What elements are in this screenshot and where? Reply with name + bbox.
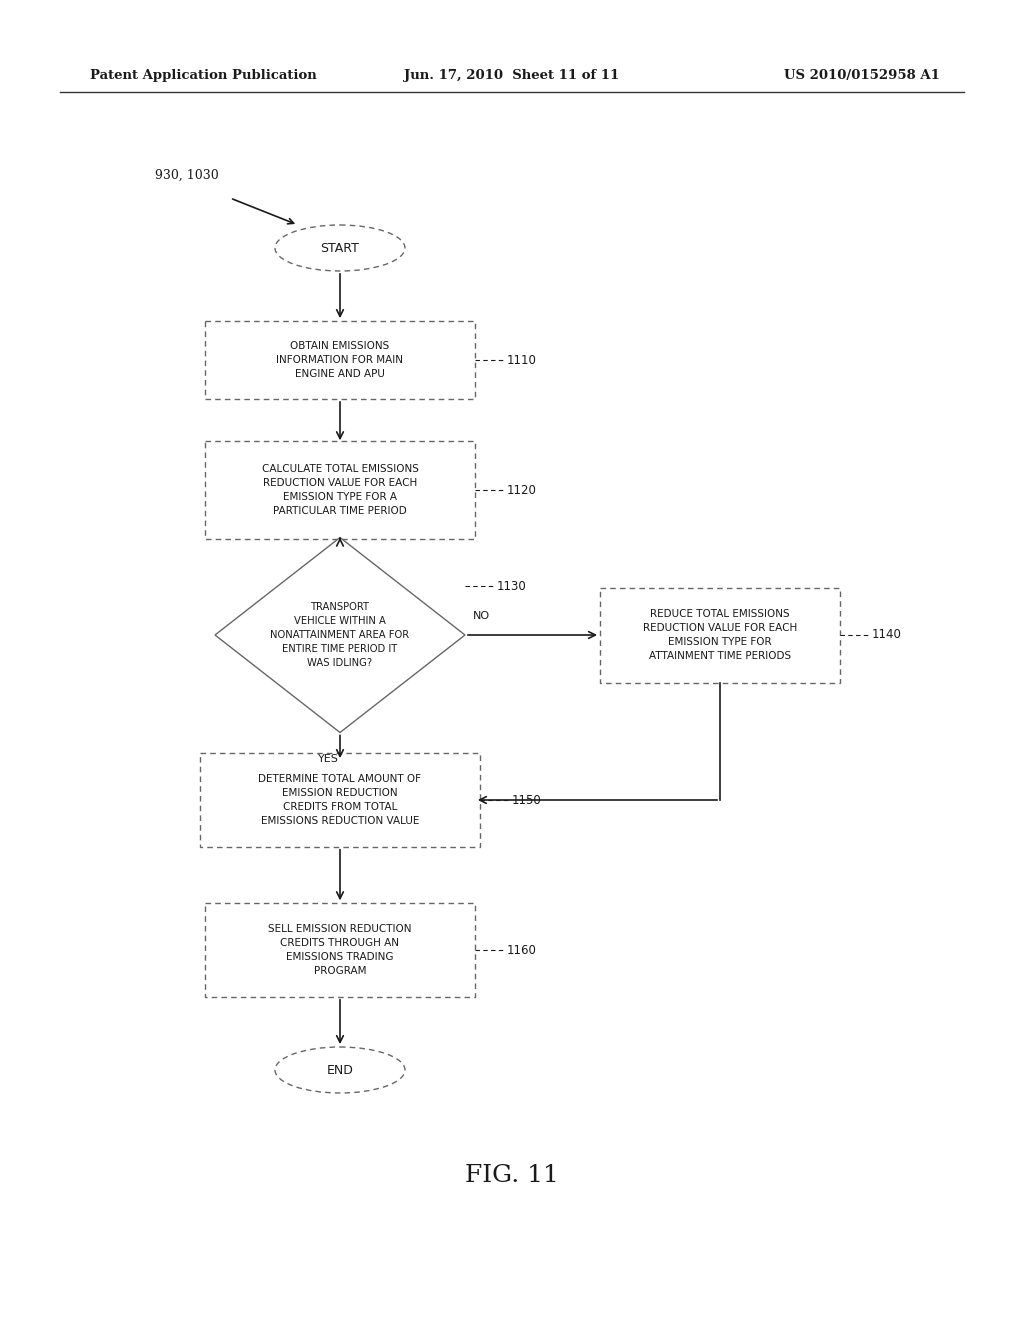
Text: SELL EMISSION REDUCTION
CREDITS THROUGH AN
EMISSIONS TRADING
PROGRAM: SELL EMISSION REDUCTION CREDITS THROUGH … [268, 924, 412, 975]
Text: START: START [321, 242, 359, 255]
FancyBboxPatch shape [600, 587, 840, 682]
Text: FIG. 11: FIG. 11 [465, 1163, 559, 1187]
Text: Jun. 17, 2010  Sheet 11 of 11: Jun. 17, 2010 Sheet 11 of 11 [404, 69, 620, 82]
Text: CALCULATE TOTAL EMISSIONS
REDUCTION VALUE FOR EACH
EMISSION TYPE FOR A
PARTICULA: CALCULATE TOTAL EMISSIONS REDUCTION VALU… [261, 465, 419, 516]
Text: REDUCE TOTAL EMISSIONS
REDUCTION VALUE FOR EACH
EMISSION TYPE FOR
ATTAINMENT TIM: REDUCE TOTAL EMISSIONS REDUCTION VALUE F… [643, 609, 797, 661]
Text: NO: NO [473, 611, 490, 620]
FancyBboxPatch shape [205, 321, 475, 399]
Text: 930, 1030: 930, 1030 [155, 169, 219, 181]
Ellipse shape [275, 224, 406, 271]
Text: US 2010/0152958 A1: US 2010/0152958 A1 [784, 69, 940, 82]
Text: 1140: 1140 [872, 628, 902, 642]
Text: END: END [327, 1064, 353, 1077]
Text: TRANSPORT
VEHICLE WITHIN A
NONATTAINMENT AREA FOR
ENTIRE TIME PERIOD IT
WAS IDLI: TRANSPORT VEHICLE WITHIN A NONATTAINMENT… [270, 602, 410, 668]
Text: 1160: 1160 [507, 944, 537, 957]
Text: YES: YES [317, 755, 339, 764]
FancyBboxPatch shape [200, 754, 480, 847]
Text: DETERMINE TOTAL AMOUNT OF
EMISSION REDUCTION
CREDITS FROM TOTAL
EMISSIONS REDUCT: DETERMINE TOTAL AMOUNT OF EMISSION REDUC… [258, 774, 422, 826]
Text: 1150: 1150 [512, 793, 542, 807]
Text: OBTAIN EMISSIONS
INFORMATION FOR MAIN
ENGINE AND APU: OBTAIN EMISSIONS INFORMATION FOR MAIN EN… [276, 341, 403, 379]
Ellipse shape [275, 1047, 406, 1093]
Text: 1110: 1110 [507, 354, 537, 367]
FancyBboxPatch shape [205, 903, 475, 997]
Polygon shape [215, 537, 465, 733]
FancyBboxPatch shape [205, 441, 475, 539]
Text: 1120: 1120 [507, 483, 537, 496]
Text: Patent Application Publication: Patent Application Publication [90, 69, 316, 82]
Text: 1130: 1130 [497, 579, 526, 593]
